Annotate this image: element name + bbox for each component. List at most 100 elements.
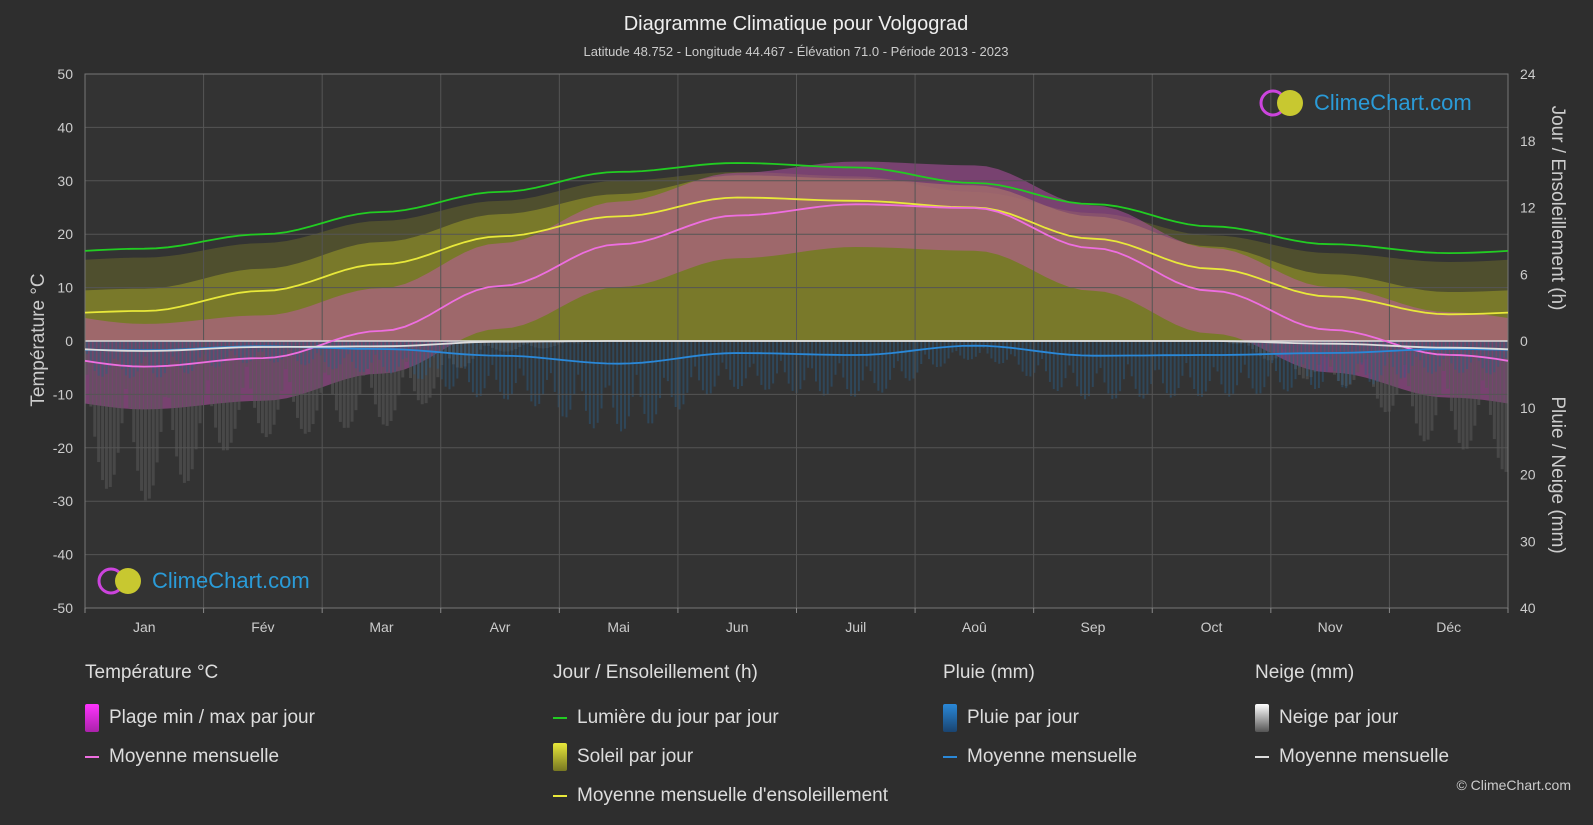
- swatch-sun-mean: [553, 794, 567, 797]
- rain-bar: [1294, 341, 1297, 380]
- rain-bar: [1286, 341, 1289, 392]
- rain-bar: [1041, 341, 1044, 360]
- rain-bar: [1099, 341, 1102, 368]
- rain-bar: [1493, 341, 1496, 373]
- snow-bar: [490, 341, 494, 348]
- rain-bar: [514, 341, 517, 384]
- legend-label: Moyenne mensuelle d'ensoleillement: [577, 784, 888, 806]
- rain-bar: [686, 341, 689, 393]
- rain-bar: [351, 341, 354, 362]
- swatch-snow-mean: [1255, 755, 1269, 758]
- x-tick: Jan: [133, 619, 156, 635]
- rain-bar: [409, 341, 412, 367]
- rain-bar: [417, 341, 420, 379]
- snow-bar: [132, 341, 136, 443]
- rain-bar: [425, 341, 428, 376]
- rain-bar: [1278, 341, 1281, 383]
- y-left-label: Température °C: [28, 273, 49, 406]
- rain-bar: [553, 341, 556, 392]
- snow-bar: [1496, 341, 1500, 458]
- snow-bar: [1457, 341, 1461, 443]
- snow-bar: [104, 341, 108, 489]
- swatch-temp-mean: [85, 755, 99, 758]
- rain-bar: [483, 341, 486, 389]
- rain-bar: [729, 341, 732, 380]
- snow-bar: [1344, 341, 1348, 387]
- y-right-top-label: Jour / Ensoleillement (h): [1547, 106, 1568, 311]
- snow-bar: [1422, 341, 1426, 442]
- rain-bar: [1481, 341, 1484, 369]
- rain-bar: [982, 341, 985, 349]
- rain-bar: [1048, 341, 1051, 382]
- rain-bar: [124, 341, 127, 376]
- legend-sun: Jour / Ensoleillement (h) Lumière du jou…: [553, 662, 888, 815]
- snow-bar: [381, 341, 385, 425]
- rain-bar: [128, 341, 131, 379]
- snow-bar: [1336, 341, 1340, 381]
- rain-bar: [924, 341, 927, 355]
- snow-bar: [245, 341, 249, 367]
- rain-bar: [284, 341, 287, 355]
- snow-bar: [229, 341, 233, 443]
- snow-bar: [1485, 341, 1489, 388]
- rain-bar: [331, 341, 334, 370]
- legend-label: Pluie par jour: [967, 706, 1079, 728]
- snow-bar: [545, 341, 549, 349]
- snow-bar: [1426, 341, 1430, 440]
- rain-bar: [195, 341, 198, 366]
- rain-bar: [522, 341, 525, 376]
- rain-bar: [651, 341, 654, 424]
- y-right-tick: 6: [1520, 266, 1528, 282]
- rain-bar: [701, 341, 704, 391]
- copyright: © ClimeChart.com: [1456, 777, 1571, 793]
- rain-bar: [733, 341, 736, 387]
- rain-bar: [97, 341, 100, 376]
- rain-bar: [85, 341, 88, 355]
- snow-bar: [506, 341, 510, 352]
- rain-bar: [1239, 341, 1242, 373]
- rain-bar: [210, 341, 213, 366]
- rain-bar: [230, 341, 233, 351]
- y-left-tick: -20: [53, 440, 73, 456]
- rain-bar: [1130, 341, 1133, 377]
- rain-bar: [1220, 341, 1223, 385]
- rain-bar: [881, 341, 884, 393]
- rain-bar: [857, 341, 860, 392]
- snow-bar: [370, 341, 374, 388]
- swatch-rain-mean: [943, 755, 957, 758]
- rain-bar: [885, 341, 888, 389]
- rain-bar: [300, 341, 303, 365]
- rain-bar: [1115, 341, 1118, 399]
- snow-bar: [1414, 341, 1418, 424]
- series-line: [84, 203, 1509, 368]
- logo-text: ClimeChart.com: [1314, 90, 1472, 115]
- rain-bar: [549, 341, 552, 374]
- rain-bar: [1407, 341, 1410, 374]
- rain-bar: [1469, 341, 1472, 363]
- rain-bar: [1364, 341, 1367, 375]
- rain-bar: [1177, 341, 1180, 389]
- rain-bar: [842, 341, 845, 378]
- rain-bar: [101, 341, 104, 377]
- snow-bar: [1309, 341, 1313, 378]
- rain-bar: [1341, 341, 1344, 388]
- rain-bar: [249, 341, 252, 362]
- snow-bar: [136, 341, 140, 471]
- snow-bar: [373, 341, 377, 405]
- rain-bar: [1224, 341, 1227, 394]
- legend-item: Moyenne mensuelle: [1255, 737, 1449, 776]
- snow-bar: [346, 341, 350, 428]
- rain-bar: [1204, 341, 1207, 392]
- snow-bar: [101, 341, 105, 481]
- snow-bar: [518, 341, 522, 348]
- rain-bar: [967, 341, 970, 360]
- rain-bar: [639, 341, 642, 397]
- rain-bar: [1200, 341, 1203, 397]
- snow-bar: [1352, 341, 1356, 380]
- rain-bar: [390, 341, 393, 374]
- snow-bar: [529, 341, 533, 346]
- rain-bar: [1189, 341, 1192, 378]
- rain-bar: [869, 341, 872, 372]
- logo-bottom: ClimeChart.com: [96, 566, 310, 596]
- rain-bar: [1345, 341, 1348, 389]
